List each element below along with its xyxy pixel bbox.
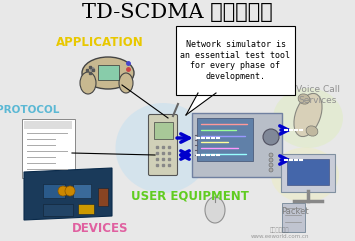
FancyBboxPatch shape <box>73 184 91 198</box>
Ellipse shape <box>306 126 318 136</box>
FancyBboxPatch shape <box>192 113 282 177</box>
Ellipse shape <box>82 57 134 89</box>
FancyBboxPatch shape <box>287 159 329 185</box>
Circle shape <box>269 153 273 157</box>
Ellipse shape <box>119 73 133 93</box>
FancyBboxPatch shape <box>24 121 72 129</box>
Ellipse shape <box>294 94 322 137</box>
Circle shape <box>269 163 273 167</box>
Ellipse shape <box>115 103 211 193</box>
Text: Network simulator is
an essential test tool
for every phase of
development.: Network simulator is an essential test t… <box>180 40 290 80</box>
Circle shape <box>269 158 273 162</box>
Text: DEVICES: DEVICES <box>72 221 128 234</box>
Ellipse shape <box>205 197 225 223</box>
FancyBboxPatch shape <box>282 202 305 232</box>
Text: 电子工程世界
www.eeworld.com.cn: 电子工程世界 www.eeworld.com.cn <box>251 227 309 239</box>
Circle shape <box>58 186 68 196</box>
FancyBboxPatch shape <box>78 204 94 214</box>
Text: TD-SCDMA 系统仿真器: TD-SCDMA 系统仿真器 <box>82 2 272 21</box>
FancyBboxPatch shape <box>43 184 65 198</box>
Text: PROTOCOL: PROTOCOL <box>0 105 60 115</box>
Text: APPLICATION: APPLICATION <box>56 35 144 48</box>
FancyBboxPatch shape <box>148 114 178 175</box>
FancyBboxPatch shape <box>197 118 252 161</box>
FancyBboxPatch shape <box>43 204 73 216</box>
Polygon shape <box>186 93 216 115</box>
Circle shape <box>65 186 75 196</box>
Ellipse shape <box>298 94 310 104</box>
Circle shape <box>269 168 273 172</box>
Text: USER EQUIPMENT: USER EQUIPMENT <box>131 189 249 202</box>
FancyBboxPatch shape <box>22 119 75 178</box>
Ellipse shape <box>80 72 96 94</box>
Circle shape <box>263 129 279 145</box>
FancyBboxPatch shape <box>281 154 335 192</box>
Text: Voice Call
Services: Voice Call Services <box>296 85 340 105</box>
FancyBboxPatch shape <box>153 121 173 139</box>
FancyBboxPatch shape <box>98 188 108 206</box>
FancyBboxPatch shape <box>176 26 295 95</box>
Ellipse shape <box>271 147 339 202</box>
Polygon shape <box>24 168 112 220</box>
Text: Packet: Packet <box>281 208 309 216</box>
Ellipse shape <box>273 88 343 148</box>
FancyBboxPatch shape <box>98 65 119 80</box>
